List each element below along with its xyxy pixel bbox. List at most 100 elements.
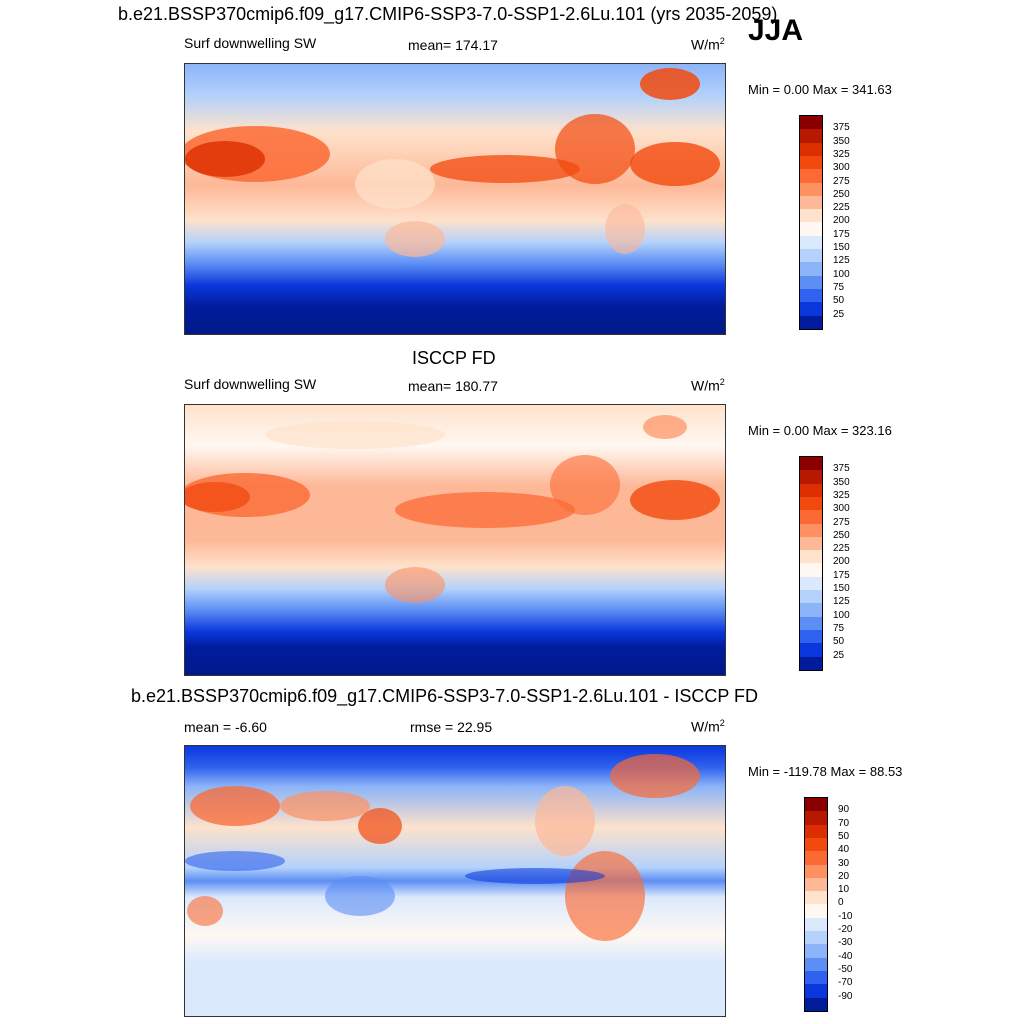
colorbar-2-swatch [800,470,822,485]
colorbar-2-swatch [800,496,822,511]
colorbar-1-swatch [800,155,822,170]
colorbar-2-label: 250 [833,529,850,541]
colorbar-2-swatch [800,629,822,644]
colorbar-3-swatch [805,931,827,945]
colorbar-2-swatch [800,616,822,631]
colorbar-2-swatch [800,563,822,578]
colorbar-2-swatches [799,456,823,671]
colorbar-3-swatch [805,837,827,852]
panel-1-title: b.e21.BSSP370cmip6.f09_g17.CMIP6-SSP3-7.… [118,4,778,24]
colorbar-1-swatch [800,315,822,330]
colorbar-3-swatch [805,851,827,865]
colorbar-3-swatch [805,957,827,972]
panel-3-title: b.e21.BSSP370cmip6.f09_g17.CMIP6-SSP3-7.… [131,686,759,706]
colorbar-2-swatch [800,523,822,538]
colorbar-1-swatch [800,262,822,277]
colorbar-3-swatch [805,970,827,985]
season-label: JJA [748,14,804,47]
colorbar-3-label: 40 [838,844,850,856]
colorbar-1-label: 200 [833,215,850,227]
colorbar-3-swatch [805,798,827,812]
colorbar-2-swatch [800,483,822,498]
colorbar-3-label: -20 [838,924,853,935]
colorbar-1-label: 225 [833,202,850,214]
panel-2-mean: mean= 180.77 [408,378,498,394]
colorbar-3-swatch [805,877,827,892]
colorbar-1-swatch [800,275,822,290]
colorbar-2-label: 225 [833,543,850,555]
colorbar-1-swatch [800,116,822,130]
panel-1-map [184,63,726,335]
colorbar-1-label: 300 [833,162,850,174]
colorbar-3-label: -30 [838,937,853,949]
colorbar-3-label: -10 [838,910,853,922]
colorbar-2-swatch [800,656,822,671]
colorbar-2-label: 350 [833,476,850,488]
colorbar-1-swatch [800,182,822,197]
colorbar-3-swatch [805,824,827,839]
colorbar-2-label: 275 [833,516,850,528]
colorbar-1-swatch [800,288,822,303]
colorbar-3-swatch [805,811,827,826]
panel-3-rmse: rmse = 22.95 [410,719,493,735]
colorbar-2-label: 150 [833,583,850,594]
colorbar-1-label: 100 [833,268,850,280]
colorbar-3-swatch [805,984,827,998]
panel-1-units: W/m2 [691,36,725,53]
panel-3-map [184,745,726,1017]
colorbar-3-swatch [805,891,827,905]
panel-1-minmax: Min = 0.00 Max = 341.63 [748,82,892,97]
colorbar-2-label: 75 [833,622,845,634]
colorbar-3-label: 50 [838,830,850,842]
panel-1-map-svg [185,64,725,334]
colorbar-1-label: 75 [833,281,845,293]
colorbar-2-label: 200 [833,556,850,568]
colorbar-2-label: 375 [833,463,850,475]
panel-2-minmax: Min = 0.00 Max = 323.16 [748,423,892,438]
colorbar-3-swatches [804,797,828,1012]
colorbar-2-swatch [800,603,822,618]
colorbar-1-label: 125 [833,255,850,267]
colorbar-1-label: 250 [833,188,850,200]
panel-2-map-svg [185,405,725,675]
colorbar-1-label: 350 [833,135,850,147]
colorbar-2-label: 25 [833,649,845,661]
colorbar-2-label: 325 [833,489,850,501]
colorbar-3-label: 0 [838,897,844,909]
colorbar-1-swatches [799,115,823,330]
colorbar-1-swatch [800,129,822,144]
panel-2-map [184,404,726,676]
colorbar-2-swatch [800,550,822,564]
colorbar-3-swatch [805,904,827,919]
colorbar-3-label: -40 [838,950,853,962]
colorbar-1-label: 50 [833,295,845,307]
colorbar-1-label: 375 [833,122,850,134]
panel-3-minmax: Min = -119.78 Max = 88.53 [748,764,903,779]
panel-3-units: W/m2 [691,718,725,735]
colorbar-3-label: -70 [838,977,853,989]
colorbar-1-swatch [800,222,822,237]
panel-2-units: W/m2 [691,377,725,394]
colorbar-1-swatch [800,142,822,157]
colorbar-3-swatch [805,917,827,932]
colorbar-1-label: 175 [833,228,850,240]
colorbar-2-label: 100 [833,609,850,621]
colorbar-3-label: 90 [838,804,850,816]
colorbar-2-swatch [800,536,822,551]
colorbar-1-swatch [800,249,822,263]
panel-2-title: ISCCP FD [412,348,496,368]
colorbar-2-label: 125 [833,596,850,608]
panel-1-mean: mean= 174.17 [408,37,498,53]
colorbar-3-label: 20 [838,870,850,882]
panel-3-map-svg [185,746,725,1016]
colorbar-3-label: 70 [838,817,850,829]
colorbar-2-swatch [800,510,822,524]
colorbar-2-label: 50 [833,636,845,648]
panel-2-variable: Surf downwelling SW [184,376,317,392]
colorbar-1-swatch [800,209,822,223]
colorbar-3-swatch [805,997,827,1012]
colorbar-2-swatch [800,457,822,471]
colorbar-2-label: 175 [833,569,850,581]
panel-1-variable: Surf downwelling SW [184,35,317,51]
colorbar-3-swatch [805,944,827,959]
